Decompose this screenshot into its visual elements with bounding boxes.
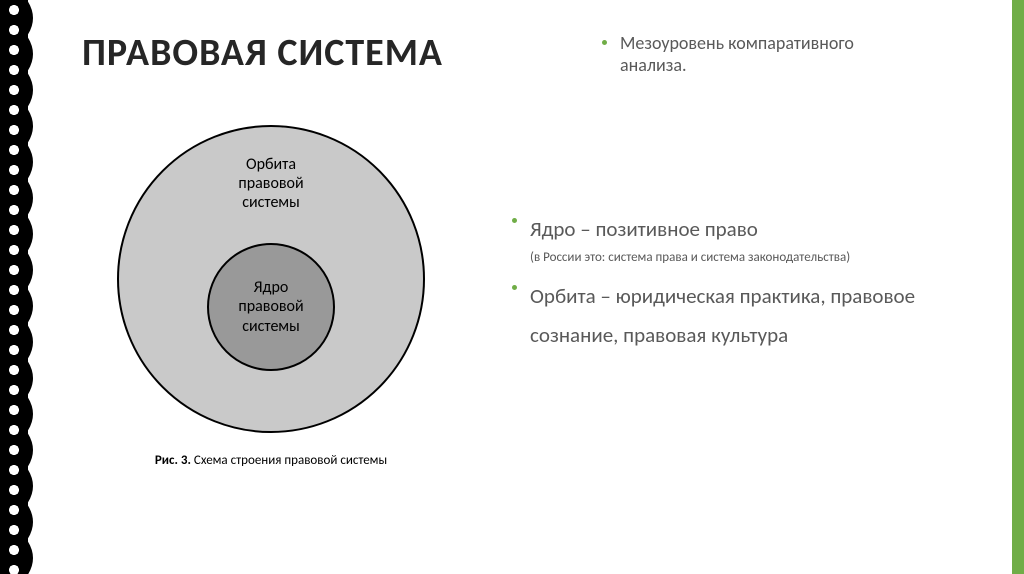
top-bullet-item: Мезоуровень компаративного анализа. [620,32,882,76]
bullet-dot-icon [512,285,517,290]
inner-circle-label: Ядроправовойсистемы [238,278,303,336]
bullet-dot-icon [602,40,607,45]
bullet-item: Ядро – позитивное право [530,210,992,249]
top-bullet-text: Мезоуровень компаративного анализа. [620,32,854,76]
film-strip-border [0,0,28,574]
figure-caption: Рис. 3. Схема строения правовой системы [102,453,440,468]
wave-border [28,0,42,574]
concentric-circles: Орбитаправовойсистемы Ядроправовойсистем… [117,125,425,433]
inner-circle: Ядроправовойсистемы [207,243,335,371]
diagram-figure: Орбитаправовойсистемы Ядроправовойсистем… [102,125,440,468]
slide-content: ПРАВОВАЯ СИСТЕМА Мезоуровень компаративн… [42,0,1012,574]
bullet-subtext: (в России это: система права и система з… [530,249,992,267]
bullet-item: Орбита – юридическая практика, правовое … [530,277,992,355]
caption-text: Схема строения правовой системы [191,453,387,468]
bullet-dot-icon [512,218,517,223]
accent-bar [1012,0,1024,574]
main-bullets: Ядро – позитивное право (в России это: с… [512,210,992,355]
caption-prefix: Рис. 3. [155,453,191,468]
bullet-text: Орбита – юридическая практика, правовое … [530,283,915,348]
outer-circle-label: Орбитаправовойсистемы [119,155,423,213]
top-bullet-block: Мезоуровень компаративного анализа. [602,32,882,76]
bullet-text: Ядро – позитивное право [530,216,758,242]
